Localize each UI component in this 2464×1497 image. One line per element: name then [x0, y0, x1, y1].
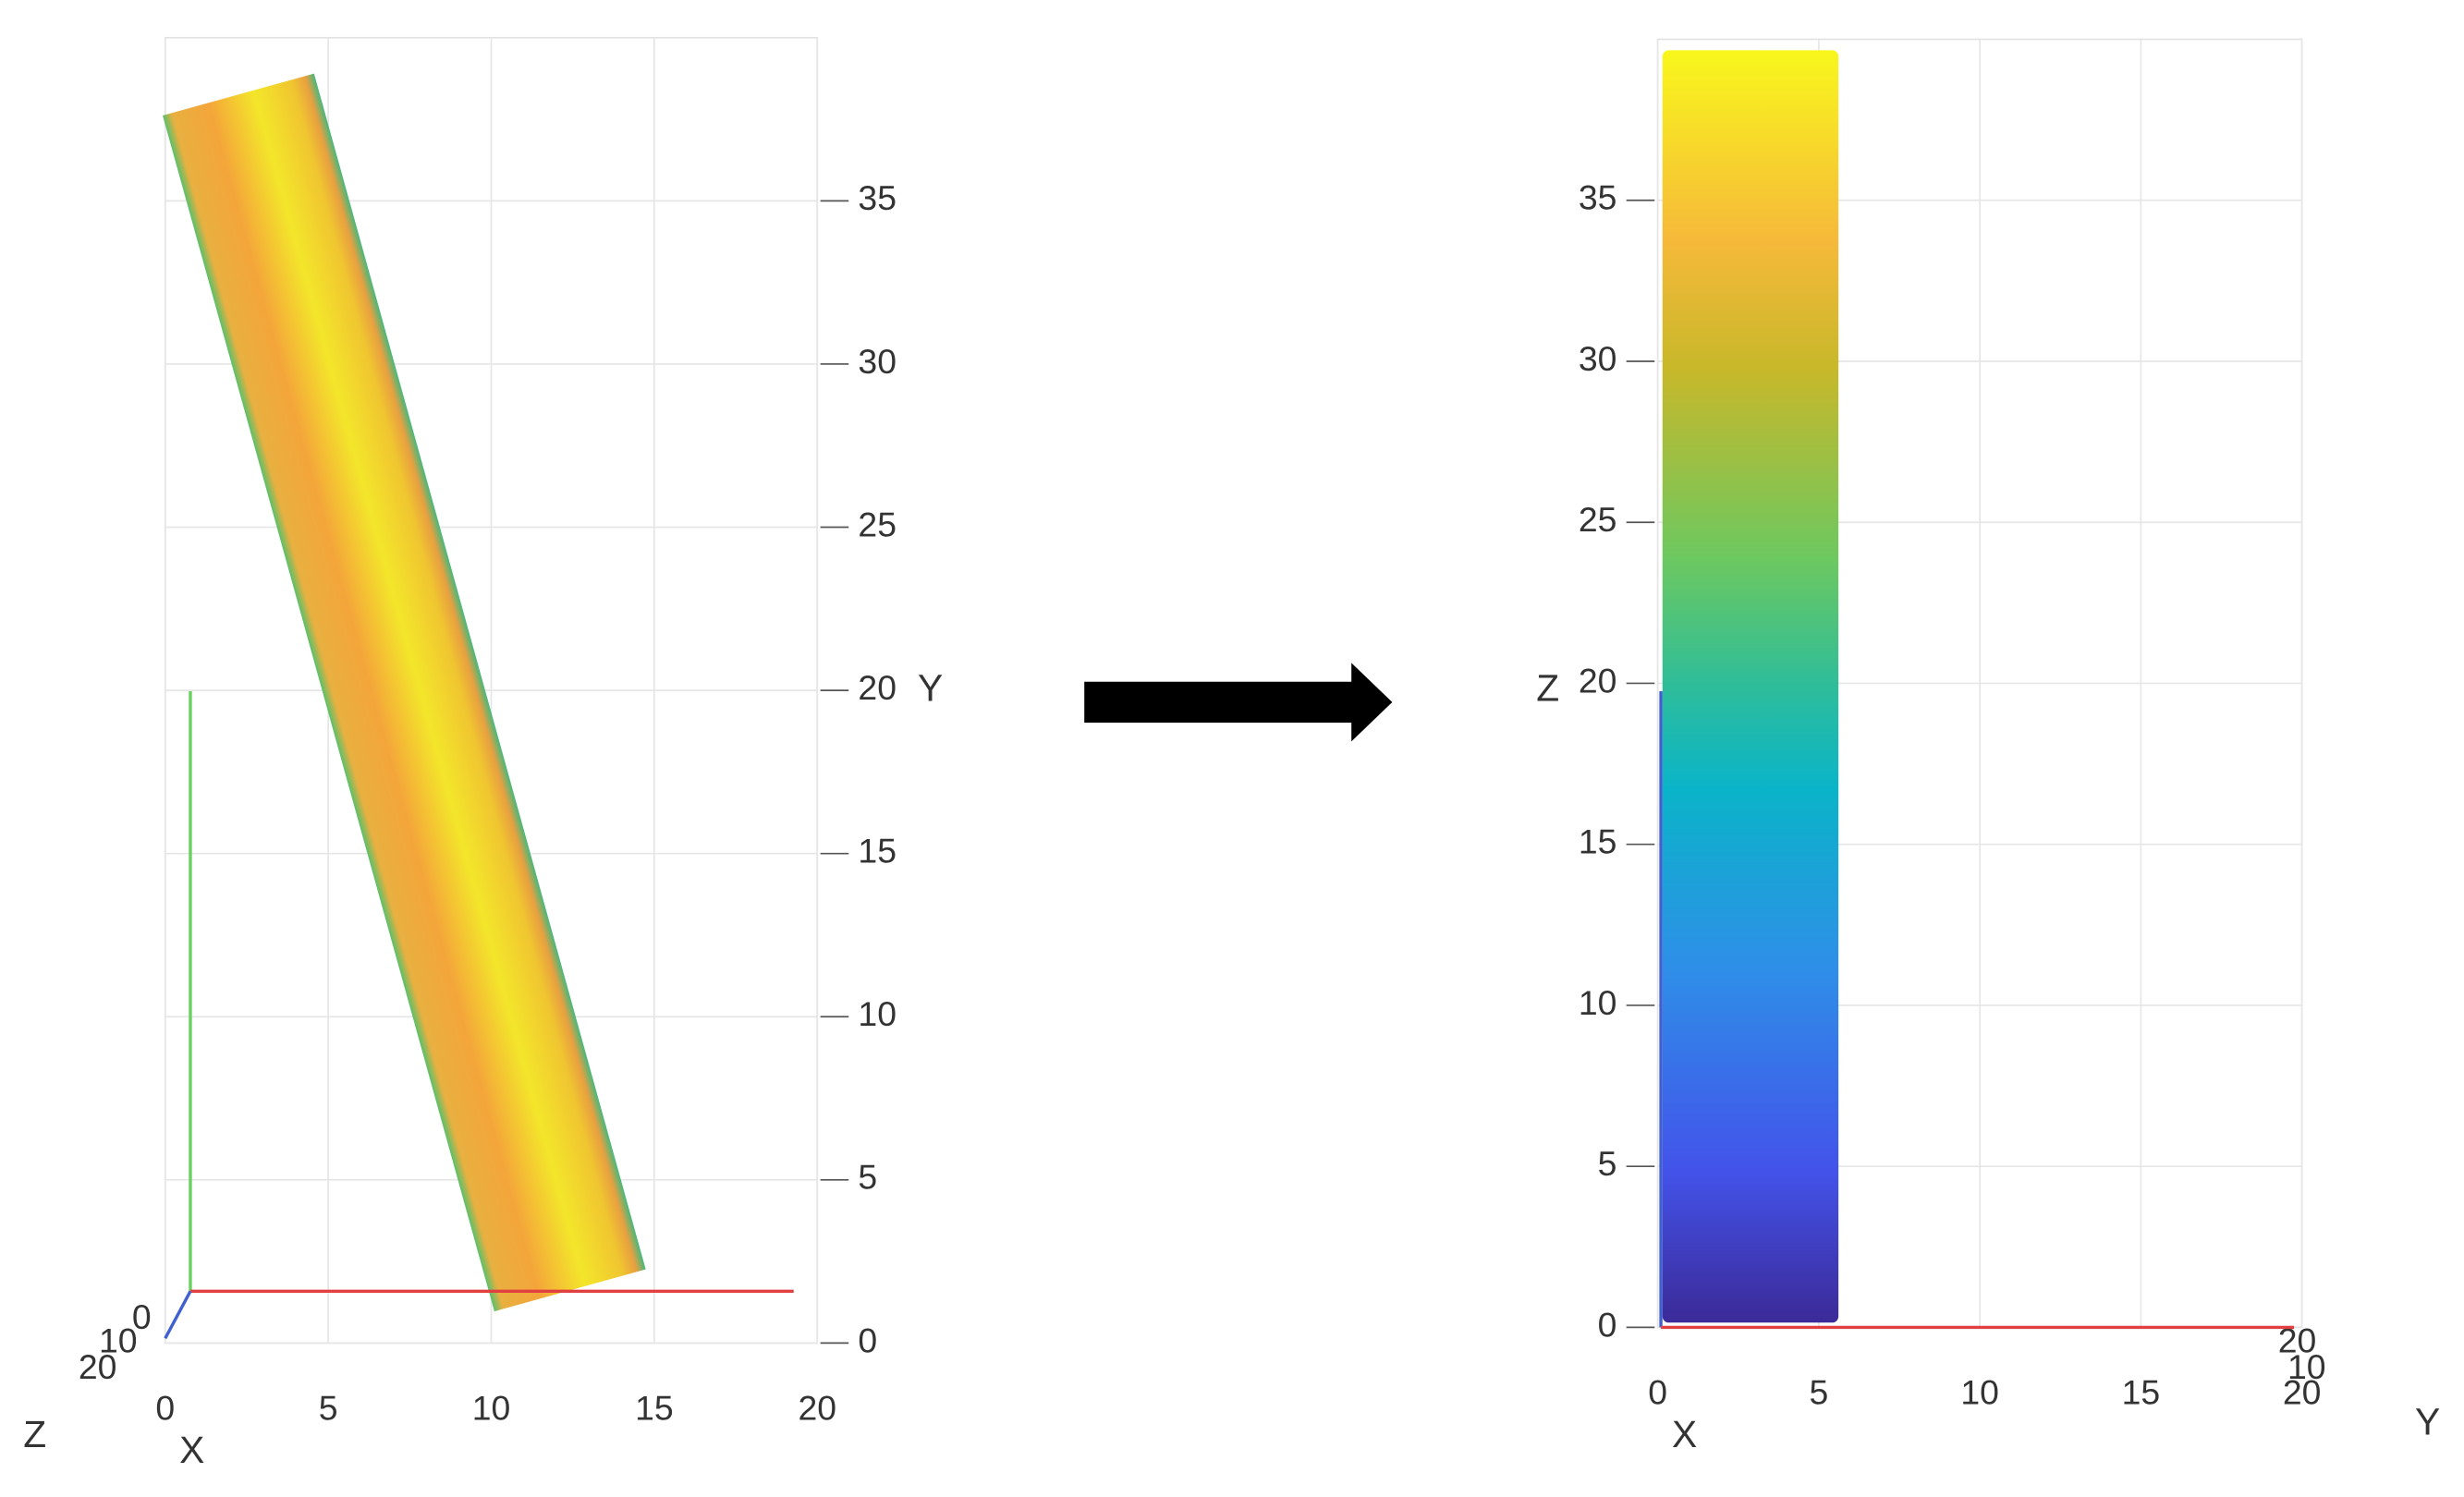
- y-tick-label: 20: [858, 668, 897, 707]
- y-tick-label: 35: [858, 178, 897, 217]
- y-tick-label: 5: [858, 1158, 877, 1197]
- y-tick-label: 35: [1579, 178, 1617, 217]
- y-axis-label: Y: [918, 667, 943, 710]
- cylinder: [162, 73, 646, 1312]
- arrow: [1084, 663, 1393, 742]
- x-tick-label: 15: [2122, 1372, 2161, 1411]
- cylinder-body: [162, 73, 646, 1312]
- x-tick-label: 0: [155, 1388, 175, 1427]
- z-tick-label: 10: [99, 1321, 138, 1359]
- z-axis-label: Z: [23, 1413, 46, 1455]
- x-tick-label: 10: [1960, 1372, 1999, 1411]
- z-axis-label: X: [1672, 1413, 1697, 1455]
- y-tick-label: 0: [1598, 1305, 1617, 1344]
- y-tick-label: 10: [1579, 983, 1617, 1022]
- x-axis-label: Y: [2415, 1401, 2440, 1443]
- y-axis-label: Z: [1536, 667, 1559, 710]
- z-tick-label: 0: [132, 1297, 152, 1336]
- cylinder-body: [1662, 50, 1839, 1323]
- y-tick-label: 25: [858, 505, 897, 543]
- y-tick-label: 20: [1579, 661, 1617, 700]
- y-tick-label: 30: [1579, 339, 1617, 378]
- x-tick-label: 5: [319, 1388, 338, 1427]
- x-axis-label: X: [179, 1429, 204, 1471]
- y-tick-label: 30: [858, 342, 897, 381]
- axis-line: [164, 1290, 192, 1340]
- z-tick-label: 20: [79, 1347, 117, 1386]
- y-tick-label: 15: [1579, 822, 1617, 861]
- x-tick-label: 20: [798, 1388, 836, 1427]
- y-tick-label: 10: [858, 994, 897, 1033]
- y-tick-label: 15: [858, 832, 897, 870]
- y-tick-label: 5: [1598, 1144, 1617, 1183]
- x-tick-label: 10: [472, 1388, 511, 1427]
- y-tick-label: 0: [858, 1321, 877, 1359]
- x-tick-label: 0: [1648, 1372, 1667, 1411]
- x-tick-label: 20: [2283, 1372, 2322, 1411]
- x-tick-label: 5: [1810, 1372, 1829, 1411]
- z-tick-label: 10: [2287, 1347, 2326, 1386]
- x-tick-label: 15: [635, 1388, 674, 1427]
- y-tick-label: 25: [1579, 500, 1617, 539]
